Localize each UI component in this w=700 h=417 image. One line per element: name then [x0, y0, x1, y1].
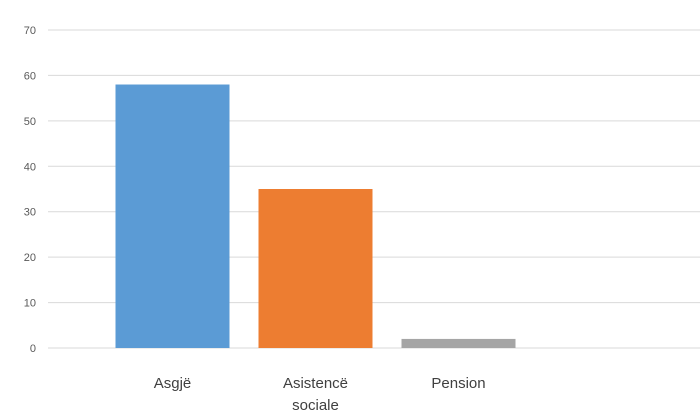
- y-tick-label: 70: [24, 25, 36, 37]
- x-category-label-line: Asistencë: [283, 375, 348, 392]
- x-category-label-line: sociale: [292, 397, 339, 414]
- y-tick-label: 20: [24, 252, 36, 264]
- x-category-label: Pension: [431, 375, 485, 392]
- x-category-label-line: Asgjë: [154, 375, 192, 392]
- bars: [115, 84, 516, 348]
- x-axis-category-labels: Asgjë Asistencë sociale Pension: [154, 375, 486, 414]
- y-tick-label: 30: [24, 207, 36, 219]
- x-category-label-line: Pension: [431, 375, 485, 392]
- y-tick-label: 0: [30, 343, 36, 355]
- y-tick-label: 50: [24, 116, 36, 128]
- x-category-label: Asgjë: [154, 375, 192, 392]
- x-category-label: Asistencë sociale: [283, 375, 348, 414]
- y-tick-label: 40: [24, 161, 36, 173]
- bar: [258, 189, 373, 348]
- bar: [115, 84, 230, 348]
- y-axis-tick-labels: 0 10 20 30 40 50 60 70: [24, 25, 36, 355]
- y-tick-label: 60: [24, 70, 36, 82]
- bar: [401, 338, 516, 348]
- y-tick-label: 10: [24, 298, 36, 310]
